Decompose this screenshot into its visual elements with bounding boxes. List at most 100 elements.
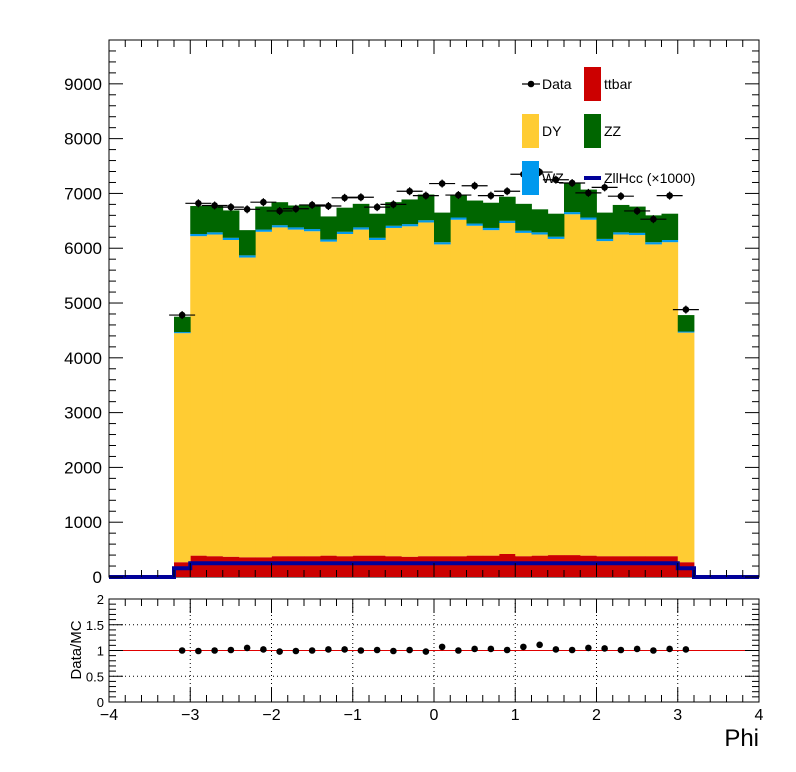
bar-wz-9 [320, 239, 337, 242]
ratio-ytick-label: 1.5 [86, 618, 104, 633]
main-ytick-label: 8000 [64, 130, 102, 149]
bar-zz-30 [661, 213, 679, 240]
ratio-point-17 [455, 647, 462, 654]
bar-ttbar-24 [564, 555, 581, 577]
bar-ttbar-13 [385, 556, 402, 577]
bar-ttbar-11 [352, 555, 370, 577]
legend-label-ttbar: ttbar [604, 76, 632, 92]
bar-dy-17 [450, 219, 467, 557]
ratio-point-20 [503, 646, 511, 654]
ratio-xtick-label: 3 [673, 707, 682, 724]
bar-ttbar-1 [190, 555, 207, 577]
bar-zz-21 [515, 203, 532, 231]
data-point-8 [308, 201, 316, 209]
bar-wz-1 [190, 233, 207, 237]
ratio-xtick-label: 4 [755, 707, 764, 724]
ratio-point-29 [650, 647, 657, 654]
bar-wz-8 [304, 229, 321, 232]
bar-ttbar-6 [271, 556, 289, 577]
bar-wz-30 [661, 240, 679, 243]
bar-dy-13 [385, 227, 402, 557]
ratio-points [178, 641, 690, 655]
bar-zz-31 [677, 315, 695, 332]
data-point-12 [373, 203, 381, 211]
bar-zz-11 [352, 203, 370, 228]
bar-ttbar-15 [417, 556, 435, 577]
bar-zz-4 [239, 230, 256, 256]
main-ytick-label: 5000 [64, 294, 102, 313]
bar-ttbar-2 [206, 556, 224, 577]
data-point-4 [243, 206, 251, 213]
bar-zz-9 [320, 216, 337, 240]
ratio-ytick-label: 0 [97, 695, 104, 710]
data-point-13 [390, 201, 397, 208]
ratio-point-2 [211, 647, 218, 654]
ratio-xtick-label: −3 [181, 707, 199, 724]
bar-ttbar-14 [401, 556, 419, 577]
main-ytick-label: 3000 [64, 404, 102, 423]
bar-wz-4 [239, 255, 256, 258]
bar-zz-16 [434, 212, 451, 243]
data-point-24 [568, 179, 576, 187]
legend-swatch-dy [522, 114, 539, 148]
ratio-point-30 [666, 645, 673, 653]
data-point-19 [487, 192, 495, 199]
legend-swatch-wz [522, 161, 539, 195]
bar-dy-23 [547, 238, 565, 556]
bar-dy-25 [580, 219, 597, 556]
legend-swatch-ttbar [584, 67, 601, 101]
data-point-0 [178, 311, 186, 319]
bar-dy-21 [515, 232, 532, 557]
ratio-point-15 [422, 648, 430, 655]
x-axis-label: Phi [724, 725, 759, 752]
bar-wz-18 [466, 223, 484, 226]
bar-wz-2 [206, 232, 224, 235]
bar-dy-5 [255, 231, 272, 558]
ratio-ytick-label: 1 [97, 644, 104, 659]
ratio-point-27 [617, 646, 625, 654]
bar-zz-28 [629, 206, 646, 233]
main-ytick-label: 1000 [64, 513, 102, 532]
ratio-point-21 [520, 643, 527, 651]
bar-wz-17 [450, 217, 467, 220]
bar-dy-10 [336, 233, 354, 557]
bar-wz-28 [629, 232, 646, 236]
bar-zz-13 [385, 202, 402, 226]
legend: Data ttbar DY ZZ WZ ZllHcc (×1000) [522, 67, 695, 195]
bar-dy-4 [239, 257, 256, 558]
bar-ttbar-27 [612, 556, 630, 577]
bar-dy-28 [629, 235, 646, 557]
main-ytick-label: 6000 [64, 239, 102, 258]
ratio-point-12 [373, 646, 381, 654]
ratio-point-8 [308, 647, 316, 654]
bar-wz-6 [271, 225, 289, 228]
bar-zz-23 [547, 213, 565, 237]
bar-wz-7 [287, 227, 305, 230]
bar-zz-22 [531, 209, 549, 233]
bar-wz-22 [531, 232, 549, 235]
bar-wz-20 [499, 220, 516, 224]
bar-dy-9 [320, 241, 337, 556]
ratio-axes: 0 0.5 1 1.5 2 −4 −3 −2 −1 0 1 2 3 4 [86, 592, 764, 724]
bar-zz-2 [206, 205, 224, 233]
ratio-point-4 [243, 644, 251, 652]
bar-dy-19 [482, 230, 500, 556]
ratio-point-10 [341, 646, 348, 653]
bar-wz-11 [352, 227, 370, 230]
data-point-20 [503, 187, 511, 195]
bar-ttbar-7 [287, 556, 305, 577]
ratio-ytick-label: 0.5 [86, 669, 104, 684]
data-point-15 [422, 192, 430, 199]
main-ytick-label: 2000 [64, 458, 102, 477]
ratio-y-axis-label: Data/MC [68, 620, 85, 679]
data-points [169, 168, 699, 320]
bar-zz-14 [401, 199, 419, 225]
bar-wz-21 [515, 230, 532, 233]
ratio-xtick-label: 1 [511, 707, 520, 724]
ratio-xtick-label: −4 [100, 707, 118, 724]
bar-zz-20 [499, 196, 516, 221]
bar-ttbar-19 [482, 555, 500, 577]
ratio-point-5 [260, 646, 267, 653]
bar-zz-18 [466, 200, 484, 224]
